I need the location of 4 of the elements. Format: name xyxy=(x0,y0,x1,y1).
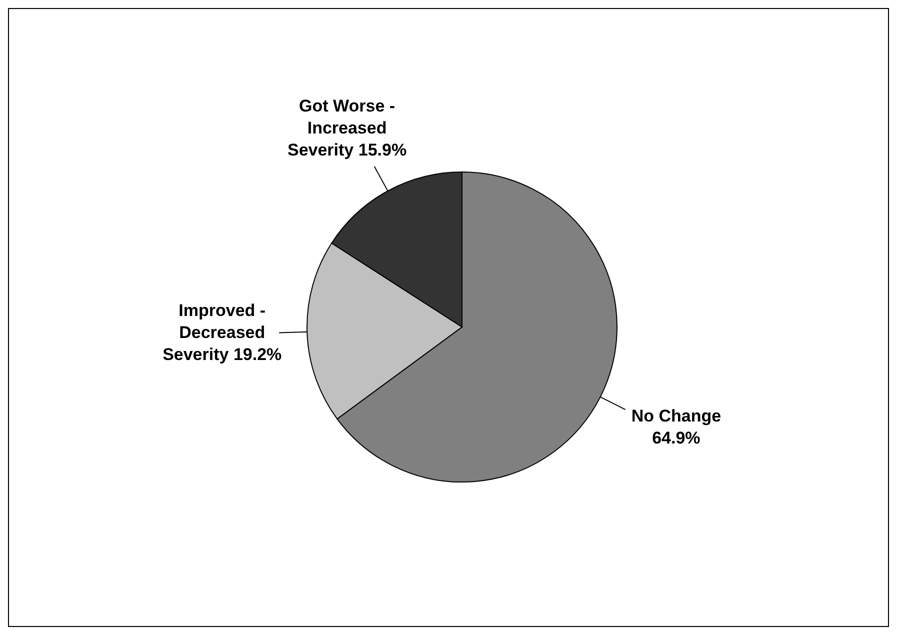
slice-label: No Change xyxy=(631,407,722,426)
slice-label: Got Worse - Increased Severity 15.9% xyxy=(287,96,407,160)
slice-label: Improved - Decreased Severity 19.2% xyxy=(162,302,282,365)
data-label: 64.9% xyxy=(652,429,700,448)
